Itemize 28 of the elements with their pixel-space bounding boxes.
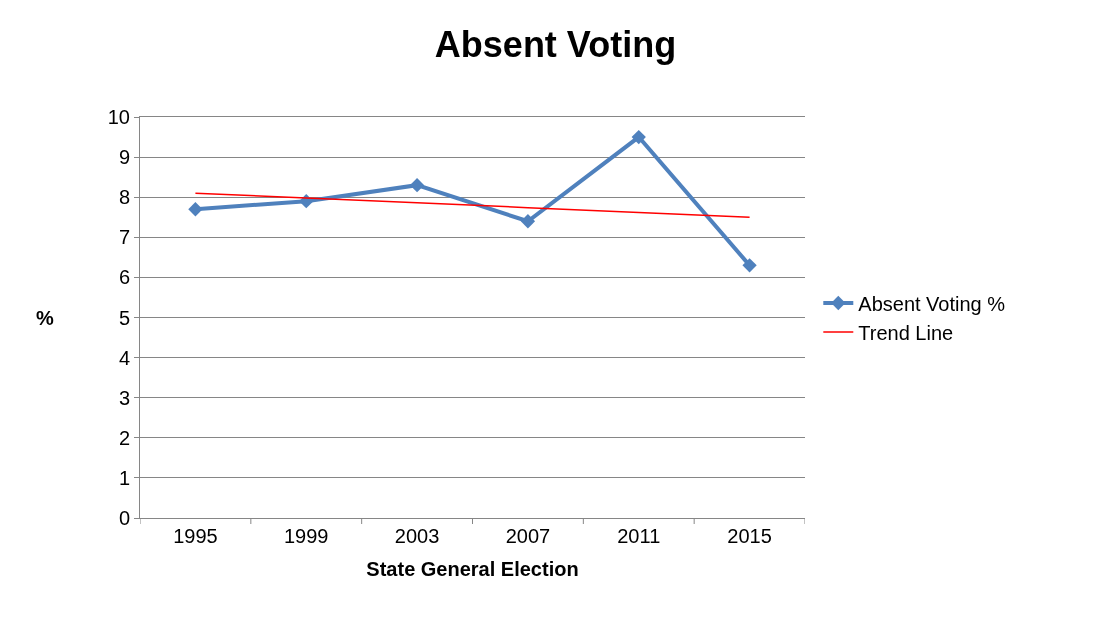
y-tick-label: 4: [118, 346, 130, 369]
y-tick-label: 5: [118, 306, 130, 329]
y-tick-label: 9: [118, 146, 130, 169]
x-tick-label: 1995: [173, 525, 218, 547]
y-tick-label: 0: [118, 507, 130, 529]
x-tick-label: 2007: [505, 525, 551, 547]
x-axis-title: State General Election: [366, 557, 579, 580]
y-tick-label: 2: [118, 426, 130, 449]
y-tick-label: 1: [118, 466, 130, 489]
point: [520, 214, 536, 229]
point: [742, 258, 757, 273]
y-tick-label: 3: [118, 386, 130, 409]
y-axis-title: %: [36, 307, 54, 329]
point: [188, 202, 203, 217]
x-tick-label: 2011: [617, 525, 661, 547]
y-tick-label: 7: [118, 226, 130, 249]
y-tick-label: 6: [118, 266, 130, 289]
x-tick-label: 2015: [727, 525, 772, 547]
legend-label: Trend Line: [858, 321, 954, 344]
point: [409, 178, 425, 193]
legend-label: Absent Voting %: [858, 292, 1006, 315]
x-tick-label: 1999: [284, 525, 329, 547]
point: [631, 129, 646, 145]
y-tick-label: 10: [107, 106, 130, 128]
x-tick-label: 2003: [394, 525, 440, 547]
line-series: [194, 192, 751, 218]
y-tick-label: 8: [118, 186, 130, 209]
chart-title: Absent Voting: [434, 24, 677, 66]
